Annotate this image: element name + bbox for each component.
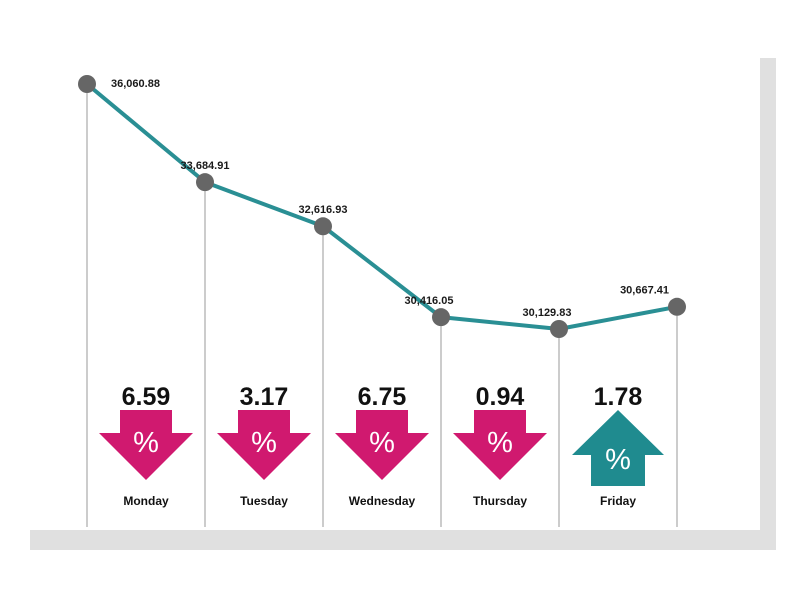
data-point-marker [314, 217, 332, 236]
percent-sign: % [487, 427, 513, 459]
data-point-marker [196, 173, 214, 192]
data-point-marker [668, 297, 686, 316]
arrow-down-icon [217, 410, 311, 480]
panel-shadow-right [756, 58, 776, 548]
data-point-label: 36,060.88 [111, 78, 160, 90]
x-tick-label: Wednesday [349, 494, 416, 508]
data-point-label: 33,684.91 [181, 160, 230, 172]
data-point-marker [78, 75, 96, 93]
x-tick-label: Tuesday [240, 494, 288, 508]
data-point-marker [432, 308, 450, 327]
data-point-label: 32,616.93 [299, 204, 348, 216]
x-tick-label: Friday [600, 494, 636, 508]
data-point-marker [550, 320, 568, 338]
percent-change-value: 3.17 [240, 383, 289, 411]
percent-change-value: 0.94 [476, 383, 525, 411]
percent-sign: % [133, 427, 159, 459]
arrow-up-icon [572, 410, 664, 486]
x-tick-label: Thursday [473, 494, 527, 508]
percent-change-value: 6.59 [122, 383, 171, 411]
panel-shadow-bottom [30, 528, 776, 550]
data-point-label: 30,416.05 [405, 295, 454, 307]
data-point-label: 30,129.83 [523, 307, 572, 319]
data-point-label: 30,667.41 [620, 285, 669, 297]
percent-sign: % [251, 427, 277, 459]
arrow-down-icon [335, 410, 429, 480]
percent-sign: % [369, 427, 395, 459]
series-line [85, 82, 679, 331]
arrow-down-icon [453, 410, 547, 480]
percent-change-value: 1.78 [594, 383, 643, 411]
percent-change-value: 6.75 [358, 383, 407, 411]
x-tick-label: Monday [123, 494, 169, 508]
arrow-down-icon [99, 410, 193, 480]
percent-sign: % [605, 444, 631, 476]
